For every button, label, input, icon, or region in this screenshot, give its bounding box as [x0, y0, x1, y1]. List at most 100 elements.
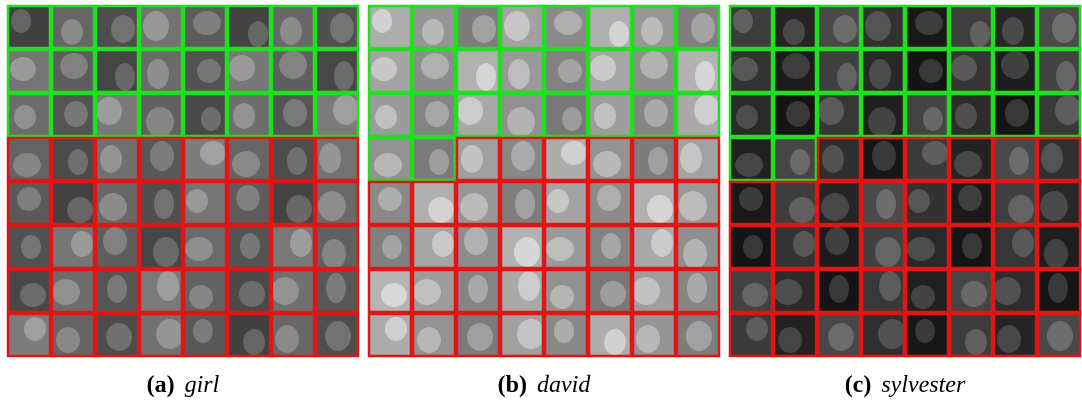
- patch-content: [186, 189, 208, 213]
- patch-content: [517, 319, 545, 349]
- patch-content: [962, 233, 982, 259]
- patch-content: [865, 11, 891, 41]
- patch-content: [774, 279, 802, 305]
- patch-content: [789, 197, 815, 223]
- patch-content: [283, 99, 307, 127]
- patch-content: [907, 237, 935, 261]
- patch-content: [733, 9, 753, 33]
- patch-content: [280, 17, 302, 45]
- patch-content: [961, 281, 987, 307]
- patch-content: [515, 189, 535, 219]
- patch-content: [193, 11, 221, 35]
- patch-content: [683, 239, 707, 269]
- patch-content: [687, 273, 707, 303]
- patch-content: [385, 317, 407, 341]
- patch-content: [96, 97, 122, 125]
- patch-content: [290, 229, 312, 257]
- caption-text: sylvester: [881, 372, 966, 398]
- patch-content: [381, 283, 407, 307]
- patch-content: [561, 141, 587, 165]
- patch-content: [275, 325, 299, 353]
- patch-content: [464, 227, 488, 255]
- patch-content: [511, 141, 535, 171]
- patch-grid: [368, 5, 720, 357]
- patch-content: [248, 21, 268, 47]
- patch-content: [600, 281, 626, 307]
- patch-content: [790, 149, 810, 175]
- patch-content: [997, 325, 1021, 353]
- patch-content: [651, 229, 673, 257]
- patch-content: [828, 323, 854, 351]
- patch-content: [818, 97, 844, 125]
- patch-content: [647, 195, 673, 223]
- patch-content: [56, 327, 80, 353]
- patch-content: [922, 141, 948, 165]
- subfigure-caption: (c)sylvester: [845, 372, 966, 398]
- patch-content: [10, 57, 36, 81]
- patch-content: [878, 319, 906, 349]
- patch-content: [554, 11, 582, 35]
- patch-grid: [729, 5, 1081, 357]
- patch-grid: [7, 5, 359, 357]
- patch-content: [783, 19, 805, 45]
- patch-content: [286, 195, 312, 223]
- patch-content: [468, 275, 488, 303]
- patch-content: [837, 63, 857, 91]
- patch-content: [1002, 17, 1024, 45]
- patch-content: [334, 61, 354, 91]
- patch-content: [107, 275, 127, 303]
- patch-content: [378, 187, 402, 211]
- patch-content: [869, 59, 891, 89]
- patch-content: [1008, 195, 1034, 223]
- patch-content: [875, 237, 901, 267]
- patch-content: [229, 55, 255, 81]
- patch-content: [590, 55, 616, 81]
- patch-content: [60, 53, 88, 79]
- patch-content: [609, 21, 629, 47]
- patch-content: [686, 321, 712, 351]
- patch-content: [1001, 51, 1029, 79]
- patch-content: [157, 271, 179, 301]
- patch-content: [908, 189, 930, 213]
- patch-content: [821, 193, 849, 221]
- patch-content: [185, 237, 213, 261]
- patch-content: [421, 53, 449, 79]
- patch-content: [326, 273, 346, 303]
- patch-content: [68, 149, 88, 175]
- patch-content: [21, 235, 41, 259]
- patch-content: [547, 189, 569, 213]
- patch-content: [1012, 229, 1034, 257]
- patch-content: [467, 323, 493, 351]
- patch-content: [691, 13, 715, 43]
- patch-content: [597, 185, 621, 211]
- patch-content: [1040, 191, 1068, 221]
- patch-content: [562, 107, 582, 131]
- patch-content: [279, 51, 307, 79]
- patch-content: [518, 271, 540, 301]
- patch-content: [240, 233, 260, 259]
- patch-content: [868, 107, 896, 137]
- patch-content: [382, 235, 402, 259]
- patch-content: [546, 237, 574, 261]
- patch-content: [20, 283, 46, 307]
- patch-content: [156, 319, 184, 349]
- subfigure-label: (b): [498, 372, 527, 398]
- patch-content: [197, 59, 221, 83]
- patch-content: [954, 151, 982, 177]
- patch-content: [778, 327, 802, 353]
- patch-content: [64, 101, 88, 127]
- patch-content: [680, 143, 702, 173]
- patch-content: [67, 197, 93, 223]
- patch-content: [239, 281, 265, 307]
- patch-content: [52, 279, 80, 305]
- patch-content: [143, 11, 169, 41]
- patch-content: [428, 197, 454, 223]
- patch-content: [1005, 99, 1029, 127]
- patch-content: [461, 145, 483, 173]
- patch-content: [735, 153, 763, 177]
- patch-content: [694, 95, 720, 125]
- page: (a)girl(b)david(c)sylvester (() => { con…: [0, 0, 1082, 406]
- patch-content: [558, 59, 582, 83]
- subfigure-label: (a): [147, 372, 175, 398]
- patch-content: [915, 319, 935, 343]
